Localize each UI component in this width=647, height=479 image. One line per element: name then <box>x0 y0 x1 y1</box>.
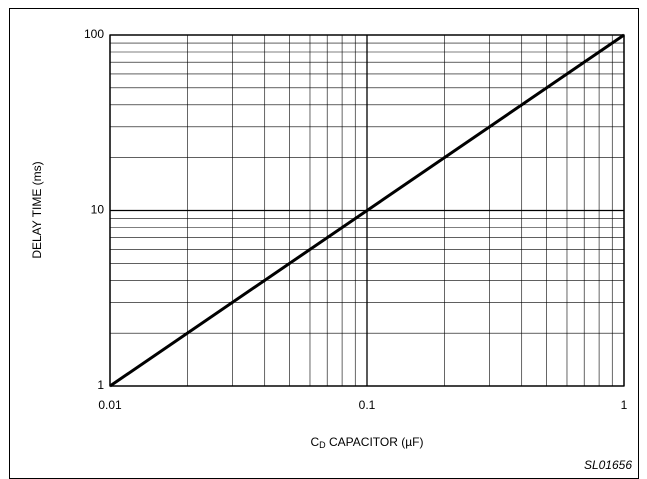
y-tick-label: 10 <box>91 203 105 217</box>
y-tick-label: 100 <box>84 27 104 41</box>
x-axis-label: CD CAPACITOR (µF) <box>311 435 424 450</box>
x-tick-label: 0.01 <box>98 398 122 412</box>
x-label-rest: CAPACITOR (µF) <box>326 435 424 449</box>
y-tick-label: 1 <box>97 378 104 392</box>
x-label-subscript: D <box>319 440 326 450</box>
y-axis-label: DELAY TIME (ms) <box>30 161 44 258</box>
data-line <box>109 33 625 388</box>
plot-border <box>109 34 625 387</box>
x-tick-label: 0.1 <box>359 398 376 412</box>
x-tick-label: 1 <box>621 398 628 412</box>
annotation: SL01656 <box>584 458 632 472</box>
x-label-main: C <box>311 435 320 449</box>
